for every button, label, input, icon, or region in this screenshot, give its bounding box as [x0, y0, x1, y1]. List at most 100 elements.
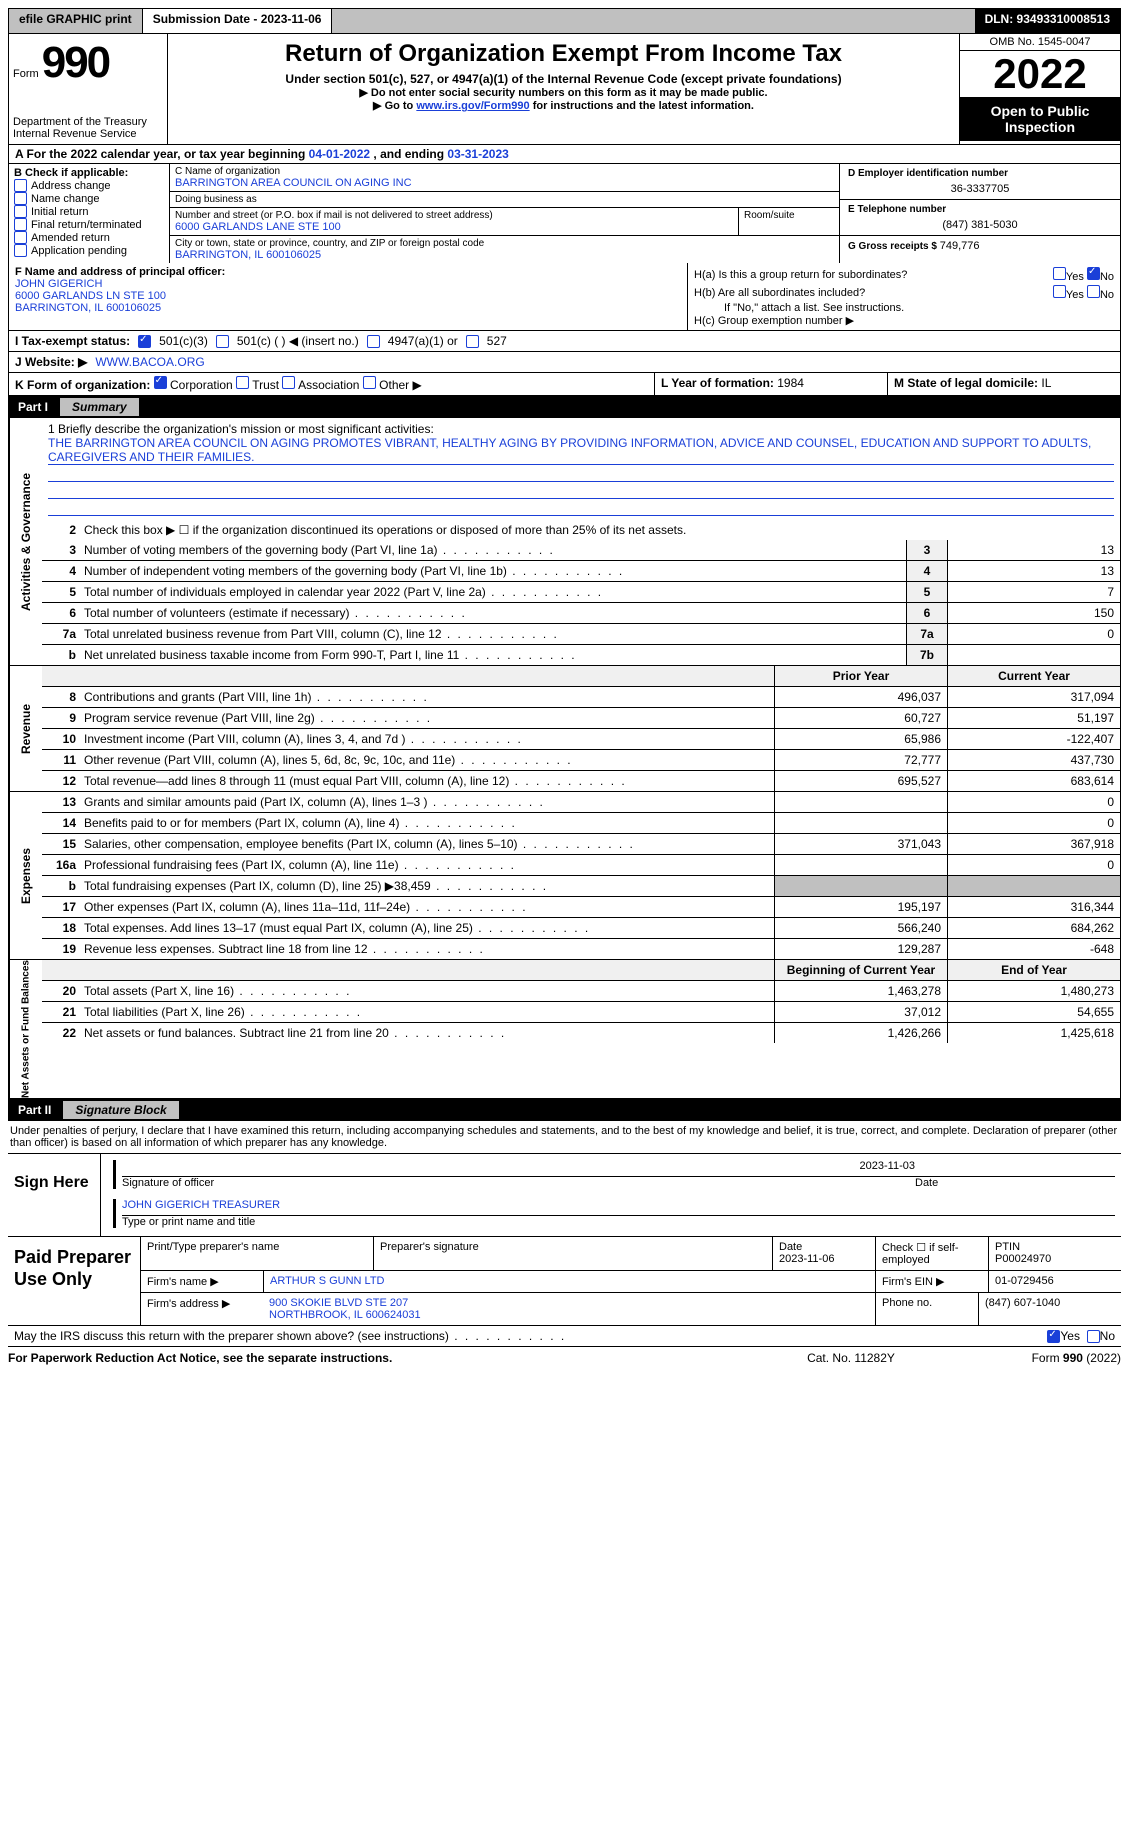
checkbox-icon[interactable] — [1053, 285, 1066, 298]
checkbox-icon[interactable] — [363, 376, 376, 389]
row-text: Number of voting members of the governin… — [80, 540, 906, 560]
checkbox-icon[interactable] — [1087, 267, 1100, 280]
hdr-n — [42, 666, 80, 686]
colb-header: B Check if applicable: — [14, 167, 164, 179]
may-discuss-row: May the IRS discuss this return with the… — [8, 1326, 1121, 1347]
row-num: 12 — [42, 771, 80, 791]
row-num: 6 — [42, 603, 80, 623]
sig-officer-lbl: Signature of officer — [122, 1177, 915, 1189]
footer-form-num: 990 — [1063, 1351, 1083, 1365]
prior-year-val: 60,727 — [774, 708, 947, 728]
exp-section: Expenses 13 Grants and similar amounts p… — [8, 792, 1121, 960]
current-year-val: 437,730 — [947, 750, 1120, 770]
form-number: 990 — [42, 38, 109, 87]
row-text: Investment income (Part VIII, column (A)… — [80, 729, 774, 749]
row-val: 13 — [947, 540, 1120, 560]
summary-row: 4 Number of independent voting members o… — [42, 561, 1120, 582]
prep-row-2: Firm's name ▶ ARTHUR S GUNN LTD Firm's E… — [141, 1271, 1121, 1293]
row-k: K Form of organization: Corporation Trus… — [9, 373, 654, 395]
rev-header: Prior Year Current Year — [42, 666, 1120, 687]
row-text: Contributions and grants (Part VIII, lin… — [80, 687, 774, 707]
chk-amended-return[interactable]: Amended return — [14, 231, 164, 244]
checkbox-icon[interactable] — [466, 335, 479, 348]
checkbox-icon[interactable] — [138, 335, 151, 348]
chk-initial-return[interactable]: Initial return — [14, 205, 164, 218]
part2-header: Part II Signature Block — [8, 1099, 1121, 1121]
checkbox-icon[interactable] — [236, 376, 249, 389]
preparer-right: Print/Type preparer's name Preparer's si… — [141, 1237, 1121, 1325]
current-year-val: 54,655 — [947, 1002, 1120, 1022]
submission-date: Submission Date - 2023-11-06 — [143, 9, 333, 33]
prior-year-val: 371,043 — [774, 834, 947, 854]
org-name: BARRINGTON AREA COUNCIL ON AGING INC — [175, 177, 834, 189]
row-num: 5 — [42, 582, 80, 602]
firm-ein: 01-0729456 — [989, 1271, 1121, 1292]
footer-year: 2022 — [1090, 1351, 1117, 1365]
chk-lbl: Initial return — [31, 206, 88, 218]
checkbox-icon[interactable] — [216, 335, 229, 348]
m-lbl: M State of legal domicile: — [894, 376, 1041, 390]
boy-hdr: Beginning of Current Year — [774, 960, 947, 980]
chk-application-pending[interactable]: Application pending — [14, 244, 164, 257]
checkbox-icon[interactable] — [1087, 1330, 1100, 1343]
firm-name-lbl: Firm's name ▶ — [141, 1271, 264, 1292]
checkbox-icon[interactable] — [1047, 1330, 1060, 1343]
sig-date: 2023-11-03 — [122, 1160, 1115, 1172]
sig-line-2: Type or print name and title — [122, 1215, 1115, 1228]
preparer-lbl: Paid Preparer Use Only — [8, 1237, 141, 1325]
mission-lbl: 1 Briefly describe the organization's mi… — [48, 422, 1114, 436]
current-year-val: 684,262 — [947, 918, 1120, 938]
current-year-val: 1,480,273 — [947, 981, 1120, 1001]
form-title: Return of Organization Exempt From Incom… — [174, 40, 953, 68]
irs-link[interactable]: www.irs.gov/Form990 — [416, 100, 529, 112]
hb-note: If "No," attach a list. See instructions… — [694, 302, 1114, 314]
vlabel-revenue: Revenue — [9, 666, 42, 791]
prep-date: Date 2023-11-06 — [773, 1237, 876, 1270]
checkbox-icon[interactable] — [1053, 267, 1066, 280]
chk-address-change[interactable]: Address change — [14, 179, 164, 192]
row-m: M State of legal domicile: IL — [887, 373, 1120, 395]
section-b-j: B Check if applicable: Address change Na… — [8, 164, 1121, 396]
opt-527: 527 — [487, 334, 507, 348]
ein-row: D Employer identification number 36-3337… — [840, 164, 1120, 200]
row-k-l-m: K Form of organization: Corporation Trus… — [9, 373, 1120, 396]
checkbox-icon[interactable] — [154, 376, 167, 389]
row-ref: 6 — [906, 603, 947, 623]
checkbox-icon[interactable] — [367, 335, 380, 348]
row-num: 22 — [42, 1023, 80, 1043]
checkbox-icon[interactable] — [1087, 285, 1100, 298]
row-val: 7 — [947, 582, 1120, 602]
subtitle-3: ▶ Go to www.irs.gov/Form990 for instruct… — [174, 99, 953, 112]
hdr-n — [42, 960, 80, 980]
hc-text: H(c) Group exemption number ▶ — [694, 314, 1114, 327]
dba-row: Doing business as — [170, 192, 839, 208]
summary-row: 12 Total revenue—add lines 8 through 11 … — [42, 771, 1120, 791]
website-val: WWW.BACOA.ORG — [95, 355, 204, 369]
checkbox-icon — [14, 205, 27, 218]
prior-year-val: 72,777 — [774, 750, 947, 770]
col-b-checkboxes: B Check if applicable: Address change Na… — [9, 164, 170, 263]
summary-row: 9 Program service revenue (Part VIII, li… — [42, 708, 1120, 729]
row-text: Total unrelated business revenue from Pa… — [80, 624, 906, 644]
checkbox-icon[interactable] — [282, 376, 295, 389]
prep-row-1: Print/Type preparer's name Preparer's si… — [141, 1237, 1121, 1271]
current-year-val: 367,918 — [947, 834, 1120, 854]
summary-row: 21 Total liabilities (Part X, line 26) 3… — [42, 1002, 1120, 1023]
efile-print-button[interactable]: efile GRAPHIC print — [9, 9, 143, 33]
may-no: No — [1100, 1329, 1115, 1343]
rowa-mid: , and ending — [373, 147, 447, 161]
col-c-org-info: C Name of organization BARRINGTON AREA C… — [170, 164, 839, 263]
row-val: 13 — [947, 561, 1120, 581]
row-ref: 4 — [906, 561, 947, 581]
dln-label: DLN: 93493310008513 — [975, 9, 1120, 33]
sign-here-lbl: Sign Here — [8, 1154, 101, 1236]
chk-name-change[interactable]: Name change — [14, 192, 164, 205]
rowj-lbl: J Website: ▶ — [15, 355, 87, 369]
row-text: Total number of individuals employed in … — [80, 582, 906, 602]
officer-addr2: BARRINGTON, IL 600106025 — [15, 302, 681, 314]
chk-final-return[interactable]: Final return/terminated — [14, 218, 164, 231]
checkbox-icon — [14, 179, 27, 192]
form-header: Form 990 Department of the Treasury Inte… — [8, 34, 1121, 145]
addr-lbl: Number and street (or P.O. box if mail i… — [175, 210, 733, 221]
summary-row: 3 Number of voting members of the govern… — [42, 540, 1120, 561]
